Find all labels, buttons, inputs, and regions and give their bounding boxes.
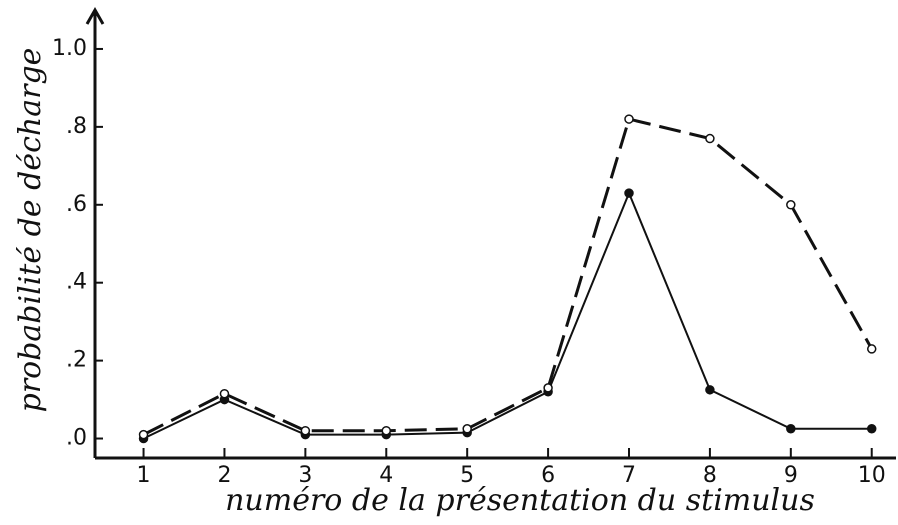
y-tick-label: .2 [66,348,87,373]
x-tick-label: 8 [703,463,717,488]
data-point [219,388,230,399]
data-point [381,425,392,436]
data-point [543,383,553,393]
data-point [705,133,715,144]
y-tick-label: .0 [66,426,87,451]
series-line [143,190,872,440]
x-tick-label: 7 [622,463,636,488]
data-point [624,114,634,124]
data-point [786,200,796,210]
y-tick-label: 1.0 [52,36,87,61]
x-tick-label: 1 [137,463,151,488]
x-tick-label: 4 [379,463,393,488]
data-point [462,424,472,434]
data-point [866,344,877,354]
data-point [624,188,634,198]
y-tick-label: .8 [66,114,87,139]
x-tick-label: 5 [460,463,474,488]
x-tick-label: 9 [784,463,798,488]
x-tick-label: 3 [298,463,312,488]
x-tick-label: 10 [858,463,886,488]
y-tick-label: .6 [66,192,87,217]
y-axis-label: probabilité de décharge [13,48,48,413]
x-axis-label: numéro de la présentation du stimulus [225,483,815,518]
data-point [786,424,796,434]
y-axis-arrow [85,6,105,25]
data-point [705,385,715,395]
data-point [138,429,149,440]
x-tick-label: 6 [541,463,555,488]
series-line [142,117,874,436]
data-point [866,424,877,434]
y-tick-label: .4 [66,270,87,295]
data-point [300,425,311,436]
x-tick-label: 2 [217,463,231,488]
